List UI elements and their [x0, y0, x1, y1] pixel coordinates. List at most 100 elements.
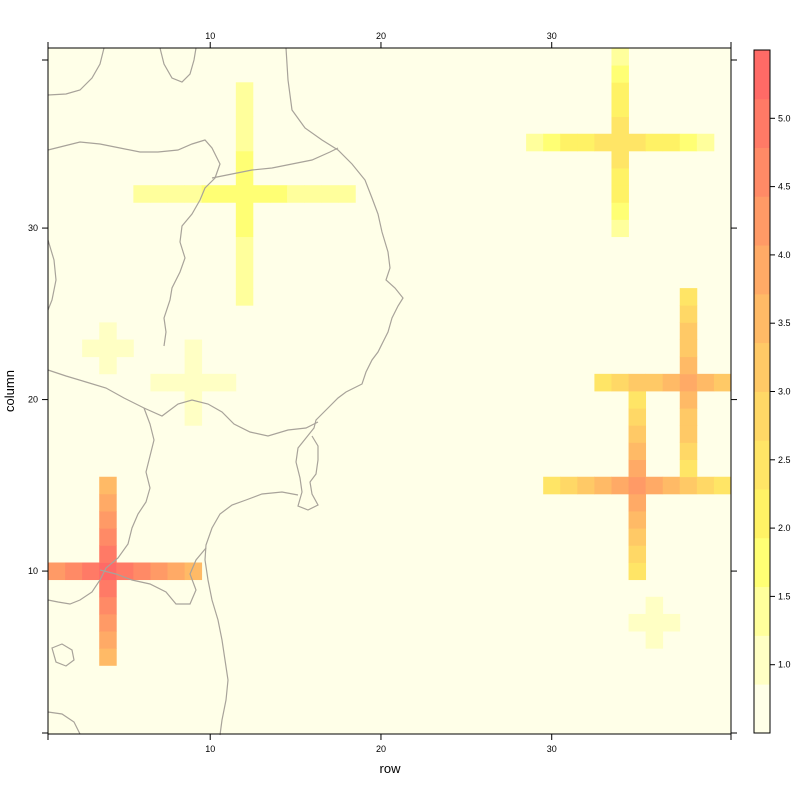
heatmap-cell: [662, 373, 681, 392]
boundary-south: [47, 407, 155, 605]
heatmap-cell: [594, 133, 612, 152]
colorbar-tick-label: 3.0: [778, 387, 791, 397]
heatmap-cell: [99, 579, 117, 598]
heatmap-cell: [628, 613, 647, 632]
heatmap-cell: [611, 65, 629, 83]
heatmap-cell: [252, 185, 271, 203]
heatmap-cell: [628, 528, 647, 546]
heatmap-cell: [679, 408, 698, 426]
boundary-east-top: [211, 147, 339, 179]
colorbar-bin: [754, 196, 770, 246]
x-axis-bottom: 10 20 30: [47, 734, 732, 754]
heatmap-cell: [235, 270, 254, 289]
heatmap-cell: [594, 476, 612, 495]
heatmap-cell: [235, 219, 254, 238]
y-tick-label: 10: [28, 566, 38, 576]
heatmap-cell: [662, 613, 681, 632]
heatmap-cell: [167, 562, 185, 581]
boundary-south-east: [99, 547, 207, 605]
heatmap-cell: [679, 133, 698, 152]
heatmap-cell: [82, 562, 100, 581]
heatmap-cell: [662, 476, 681, 495]
heatmap-cell: [184, 408, 203, 426]
heatmap-cell: [99, 545, 117, 563]
colorbar-tick-label: 4.0: [778, 250, 791, 260]
heatmap-cell: [235, 288, 254, 306]
plot-frame: [47, 47, 732, 735]
x-tick-label-top: 20: [376, 31, 386, 41]
heatmap-cell: [645, 476, 664, 495]
heatmap-cell: [679, 391, 698, 409]
heatmap-cell: [628, 459, 647, 478]
heatmap-cell: [116, 339, 134, 358]
heatmap-cell: [201, 373, 220, 392]
heatmap-cell: [611, 168, 629, 186]
heatmap-cell: [645, 613, 664, 632]
heatmap-cell: [611, 185, 629, 203]
heatmap-cell: [679, 425, 698, 443]
coastline-north: [285, 47, 404, 511]
heatmap-cell: [628, 511, 647, 529]
heatmap-cell: [696, 133, 715, 152]
heatmap-cell: [150, 185, 168, 203]
heatmap-cell: [611, 48, 629, 66]
heatmap-cell: [713, 476, 732, 495]
heatmap-cell: [628, 493, 647, 512]
heatmap-cell: [662, 133, 681, 152]
heatmap-cell: [628, 545, 647, 563]
heatmap-cell: [65, 562, 83, 581]
heatmap-cell: [679, 339, 698, 358]
heatmap-cell: [645, 373, 664, 392]
boundary-west-top: [47, 47, 105, 96]
heatmap-cell: [543, 476, 561, 495]
heatmap-cell: [99, 322, 117, 340]
heatmap-cell: [235, 82, 254, 100]
colorbar-tick-label: 5.0: [778, 113, 791, 123]
colorbar-bin: [754, 684, 770, 734]
heatmap-cell: [611, 202, 629, 220]
colorbar-bin: [754, 147, 770, 197]
heatmap-cell: [628, 425, 647, 443]
peninsula-north: [159, 47, 197, 83]
heatmap-cell: [235, 150, 254, 169]
heatmap-cell: [304, 185, 322, 203]
heatmap-cell: [167, 185, 185, 203]
heatmap-cell: [645, 133, 664, 152]
heatmap-cell: [99, 476, 117, 495]
heatmap-cell: [99, 528, 117, 546]
x-tick-label-top: 10: [205, 31, 215, 41]
heatmap-cell: [611, 373, 629, 392]
heatmap-cell: [99, 493, 117, 512]
heatmap-cell: [611, 82, 629, 100]
heatmap-cell: [82, 339, 100, 358]
heatmap-cell: [235, 253, 254, 272]
heatmap-cell: [99, 648, 117, 666]
heatmap-cell: [184, 339, 203, 358]
coastline-bay: [204, 491, 299, 736]
x-axis-top: 10 20 30: [47, 31, 732, 48]
heatmap-cell: [543, 133, 561, 152]
heatmap-cell: [679, 459, 698, 478]
heatmap-cell: [235, 116, 254, 135]
heatmap-cell: [526, 133, 544, 152]
heatmap-cell: [287, 185, 305, 203]
colorbar-tick-label: 3.5: [778, 318, 791, 328]
heatmap-cell: [611, 476, 629, 495]
heatmap-cell: [611, 133, 629, 152]
colorbar-bin: [754, 342, 770, 392]
heatmap-cell: [184, 373, 203, 392]
x-tick-label: 20: [376, 744, 386, 754]
y-axis-left: 10 20 30: [28, 59, 48, 734]
colorbar-bin: [754, 440, 770, 490]
heatmap-cell: [235, 202, 254, 220]
colorbar-tick-label: 2.5: [778, 455, 791, 465]
heatmap-cell: [628, 442, 647, 460]
heatmap-cell: [218, 185, 237, 203]
x-tick-label-top: 30: [547, 31, 557, 41]
colorbar-bin: [754, 635, 770, 685]
heatmap-cell: [99, 562, 117, 581]
heatmap-cell: [679, 476, 698, 495]
heatmap-cell: [99, 631, 117, 649]
colorbar-bin: [754, 391, 770, 441]
heatmap-cell: [321, 185, 339, 203]
